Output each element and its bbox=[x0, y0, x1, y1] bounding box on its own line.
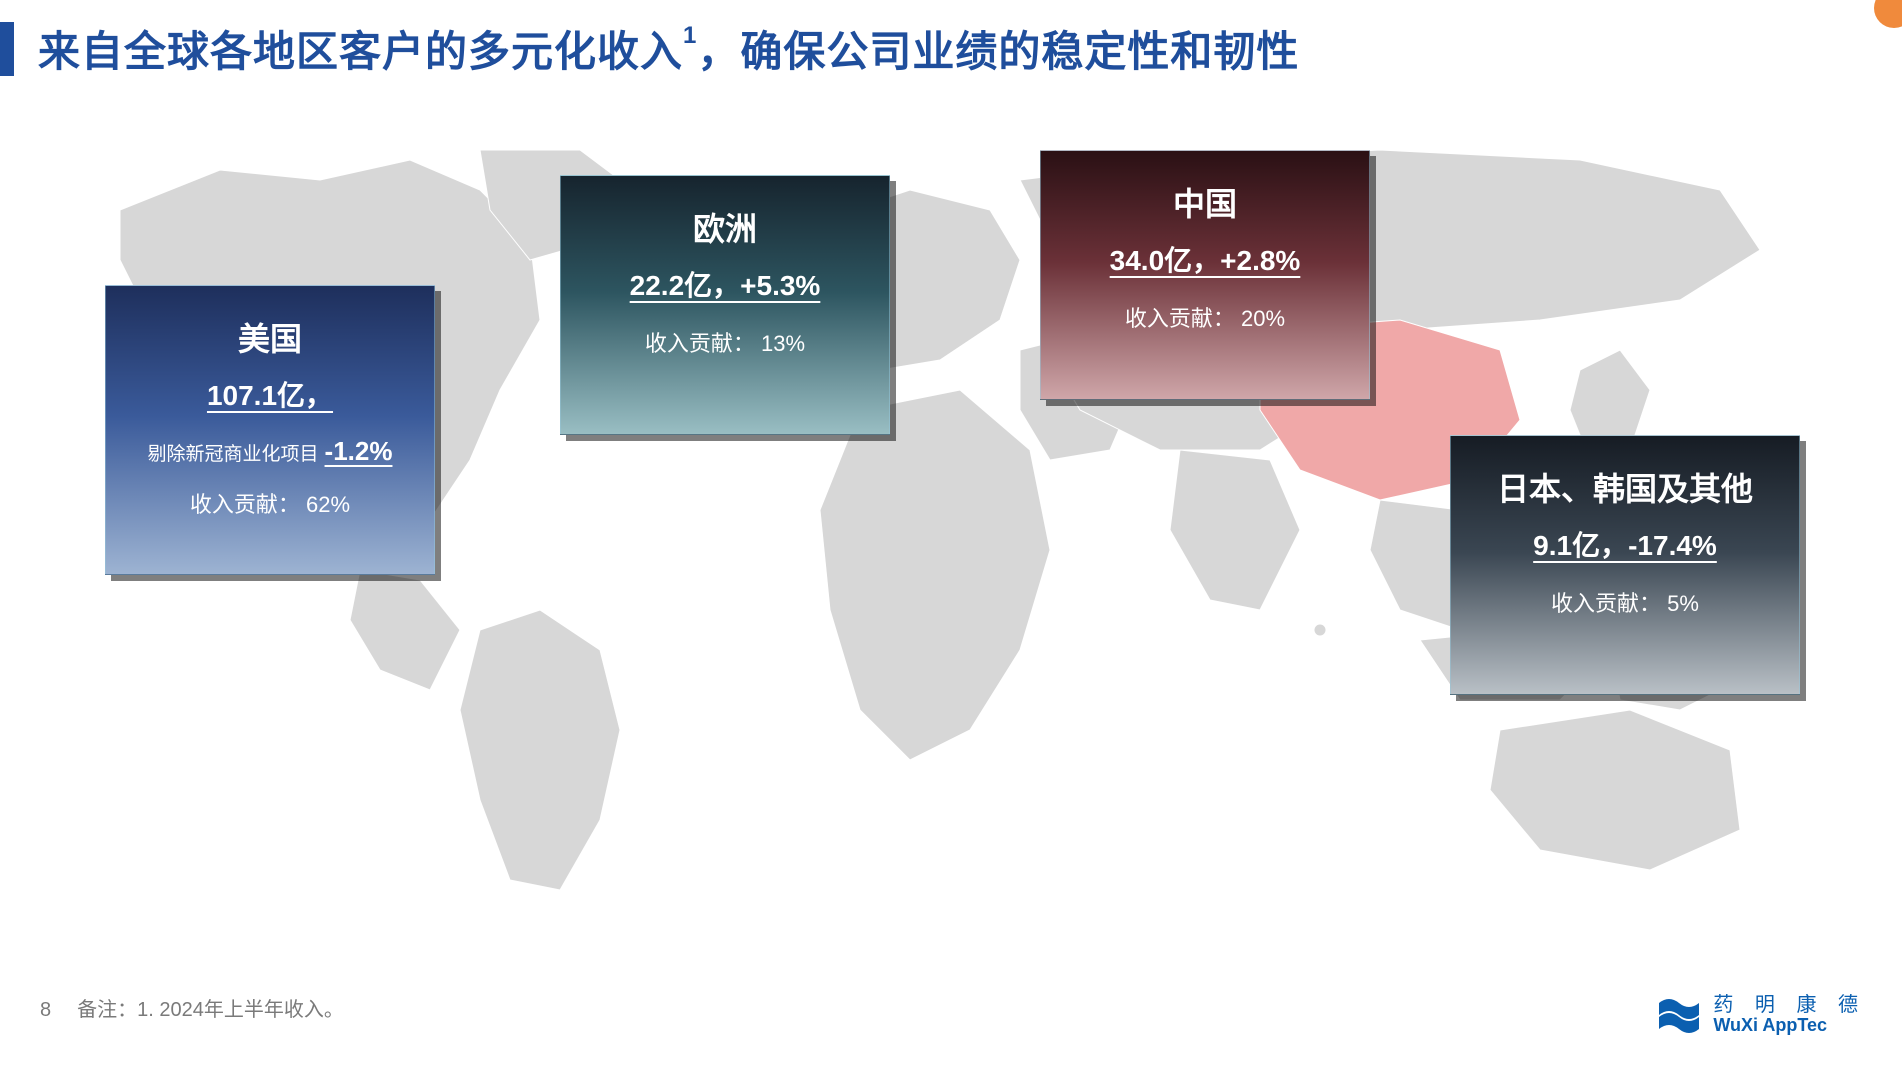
slide-title-bar: 来自全球各地区客户的多元化收入1，确保公司业绩的稳定性和韧性 bbox=[0, 18, 1299, 79]
region-name: 日本、韩国及其他 bbox=[1469, 464, 1781, 510]
logo-mark-icon bbox=[1655, 995, 1703, 1035]
title-superscript: 1 bbox=[683, 22, 697, 49]
page-number: 8 bbox=[40, 999, 51, 1022]
region-note-label: 剔除新冠商业化项目 bbox=[148, 439, 319, 466]
region-value: 34.0亿，+2.8% bbox=[1059, 239, 1351, 279]
contribution-label: 收入贡献： bbox=[1551, 591, 1661, 616]
corner-badge-icon bbox=[1874, 0, 1902, 28]
contribution-value: 5% bbox=[1667, 591, 1699, 616]
contribution-label: 收入贡献： bbox=[645, 331, 755, 356]
contribution-value: 20% bbox=[1241, 306, 1285, 331]
contribution-label: 收入贡献： bbox=[1125, 306, 1235, 331]
logo-text: 药 明 康 德 WuXi AppTec bbox=[1713, 994, 1866, 1036]
title-prefix: 来自全球各地区客户的多元化收入 bbox=[38, 28, 683, 75]
region-card-china: 中国 34.0亿，+2.8% 收入贡献： 20% bbox=[1040, 150, 1370, 400]
world-map-container: 美国 107.1亿， 剔除新冠商业化项目 -1.2% 收入贡献： 62% 欧洲 … bbox=[60, 150, 1840, 910]
contribution-value: 13% bbox=[761, 331, 805, 356]
region-contribution: 收入贡献： 62% bbox=[124, 487, 416, 519]
region-value: 22.2亿，+5.3% bbox=[579, 264, 871, 304]
region-card-europe: 欧洲 22.2亿，+5.3% 收入贡献： 13% bbox=[560, 175, 890, 435]
region-card-japan-korea-other: 日本、韩国及其他 9.1亿，-17.4% 收入贡献： 5% bbox=[1450, 435, 1800, 695]
region-note-value: -1.2% bbox=[325, 436, 393, 467]
region-note: 剔除新冠商业化项目 -1.2% bbox=[124, 436, 416, 467]
region-value: 107.1亿， bbox=[124, 374, 416, 414]
footer-note: 备注：1. 2024年上半年收入。 bbox=[77, 993, 344, 1022]
logo-text-cn: 药 明 康 德 bbox=[1713, 994, 1866, 1016]
region-name: 欧洲 bbox=[579, 204, 871, 250]
region-contribution: 收入贡献： 13% bbox=[579, 326, 871, 358]
company-logo: 药 明 康 德 WuXi AppTec bbox=[1655, 994, 1866, 1036]
region-contribution: 收入贡献： 20% bbox=[1059, 301, 1351, 333]
title-suffix: ，确保公司业绩的稳定性和韧性 bbox=[697, 28, 1299, 75]
title-accent-bar bbox=[0, 22, 14, 76]
contribution-value: 62% bbox=[306, 492, 350, 517]
contribution-label: 收入贡献： bbox=[190, 492, 300, 517]
region-contribution: 收入贡献： 5% bbox=[1469, 586, 1781, 618]
logo-text-en: WuXi AppTec bbox=[1713, 1016, 1866, 1036]
region-name: 中国 bbox=[1059, 179, 1351, 225]
region-value: 9.1亿，-17.4% bbox=[1469, 524, 1781, 564]
region-card-usa: 美国 107.1亿， 剔除新冠商业化项目 -1.2% 收入贡献： 62% bbox=[105, 285, 435, 575]
region-name: 美国 bbox=[124, 314, 416, 360]
slide-footer: 8 备注：1. 2024年上半年收入。 bbox=[40, 993, 344, 1022]
slide-title: 来自全球各地区客户的多元化收入1，确保公司业绩的稳定性和韧性 bbox=[38, 18, 1299, 79]
